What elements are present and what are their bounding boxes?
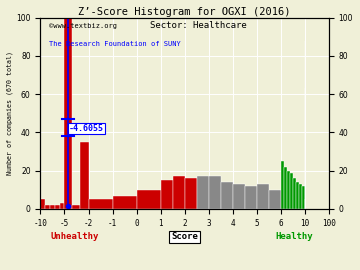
Bar: [284, 167, 287, 209]
Text: -4.6055: -4.6055: [69, 124, 104, 133]
Bar: [113, 195, 136, 209]
Bar: [233, 184, 245, 209]
Bar: [136, 190, 161, 209]
Bar: [60, 203, 64, 209]
Bar: [281, 161, 284, 209]
Bar: [50, 205, 55, 209]
Bar: [173, 176, 185, 209]
Text: Healthy: Healthy: [275, 232, 313, 241]
Bar: [257, 184, 269, 209]
Bar: [209, 176, 221, 209]
Bar: [40, 199, 45, 209]
Bar: [161, 180, 173, 209]
Bar: [197, 176, 209, 209]
Bar: [302, 186, 305, 209]
Bar: [55, 205, 60, 209]
Bar: [45, 205, 50, 209]
Bar: [64, 18, 72, 209]
Bar: [299, 184, 302, 209]
Bar: [185, 178, 197, 209]
Bar: [296, 182, 299, 209]
Bar: [287, 171, 290, 209]
Bar: [81, 142, 89, 209]
Bar: [72, 205, 81, 209]
Text: Score: Score: [171, 232, 198, 241]
Y-axis label: Number of companies (670 total): Number of companies (670 total): [7, 51, 13, 175]
Text: ©www.textbiz.org: ©www.textbiz.org: [49, 23, 117, 29]
Bar: [221, 182, 233, 209]
Text: Sector: Healthcare: Sector: Healthcare: [150, 21, 246, 30]
Bar: [89, 199, 113, 209]
Title: Z’-Score Histogram for OGXI (2016): Z’-Score Histogram for OGXI (2016): [78, 7, 291, 17]
Bar: [269, 190, 281, 209]
Bar: [293, 178, 296, 209]
Text: The Research Foundation of SUNY: The Research Foundation of SUNY: [49, 41, 181, 47]
Text: Unhealthy: Unhealthy: [51, 232, 99, 241]
Bar: [290, 173, 293, 209]
Bar: [245, 186, 257, 209]
